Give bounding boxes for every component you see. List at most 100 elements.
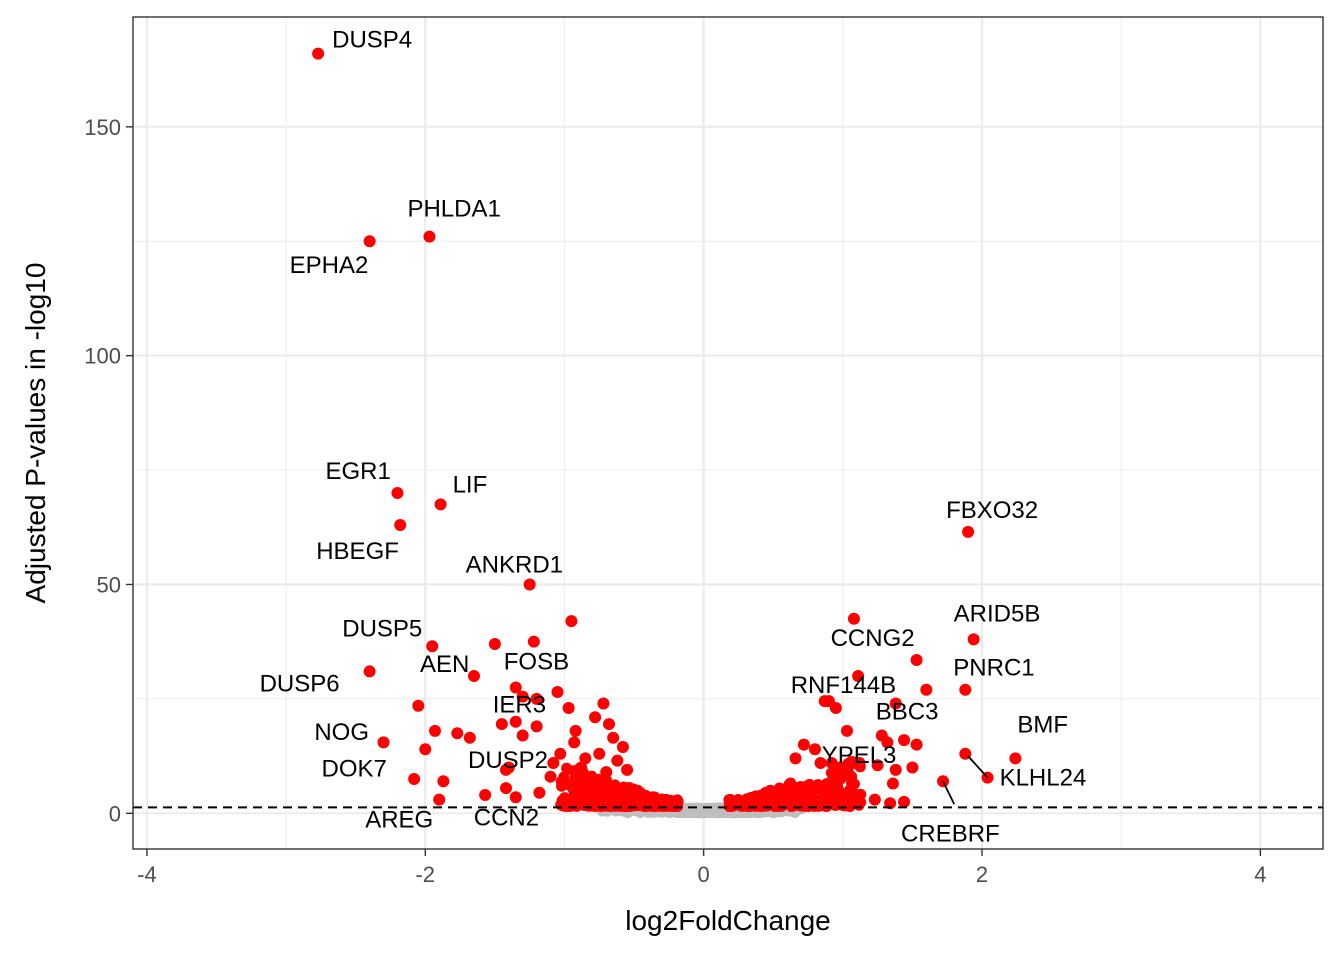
x-axis-title: log2FoldChange [625, 905, 831, 936]
gene-label: DOK7 [322, 755, 387, 782]
significant-point [821, 800, 833, 812]
significant-point [603, 718, 615, 731]
significant-point [898, 734, 911, 747]
labeled-gene-point [312, 47, 325, 60]
labeled-gene-point [467, 670, 480, 683]
significant-point [580, 799, 592, 811]
significant-point [621, 763, 634, 776]
significant-point [594, 787, 606, 799]
labeled-gene-point [377, 736, 390, 749]
significant-point [791, 797, 803, 809]
gene-label: CCN2 [474, 804, 539, 831]
significant-point [802, 779, 815, 792]
x-tick-label: 4 [1254, 862, 1266, 887]
significant-point [600, 766, 613, 779]
significant-point [886, 777, 899, 790]
labeled-gene-point [962, 525, 975, 538]
y-tick-label: 50 [97, 572, 121, 597]
significant-point [800, 800, 812, 812]
significant-point [561, 762, 573, 774]
labeled-gene-point [394, 518, 407, 531]
gene-label: DUSP6 [260, 670, 340, 697]
significant-point [611, 754, 624, 767]
significant-point [759, 786, 771, 798]
gene-label: EPHA2 [290, 252, 369, 279]
significant-points [312, 47, 1022, 812]
significant-point [593, 799, 605, 811]
significant-point [547, 756, 560, 769]
significant-point [889, 763, 902, 776]
significant-point [814, 756, 827, 769]
labeled-gene-point [426, 640, 439, 653]
significant-point [797, 738, 810, 751]
significant-point [530, 692, 543, 705]
significant-point [561, 793, 573, 805]
significant-point [408, 772, 421, 785]
significant-point [554, 747, 567, 760]
significant-point [845, 770, 858, 783]
significant-point [616, 740, 629, 753]
gene-label: AEN [420, 651, 469, 678]
y-tick-label: 0 [109, 801, 121, 826]
labeled-gene-point [967, 633, 980, 646]
labeled-gene-point [959, 683, 972, 696]
significant-point [437, 775, 450, 788]
x-tick-label: 0 [698, 862, 710, 887]
significant-point [495, 718, 508, 731]
gene-label: CREBRF [901, 820, 1000, 847]
labeled-gene-point [423, 230, 436, 243]
significant-point [569, 773, 581, 785]
gene-label: PNRC1 [953, 655, 1034, 682]
label-leader-line [942, 780, 955, 805]
significant-point [774, 782, 786, 794]
significant-point [509, 715, 522, 728]
significant-point [551, 686, 564, 699]
significant-point [463, 731, 476, 744]
gene-label: ANKRD1 [466, 551, 563, 578]
significant-point [850, 788, 863, 801]
x-axis: -4 -2 0 2 4 [137, 849, 1266, 887]
labeled-gene-point [825, 756, 838, 769]
significant-point [593, 747, 606, 760]
gene-label: CCNG2 [831, 625, 915, 652]
non-significant-point [687, 806, 698, 817]
labeled-gene-point [500, 763, 513, 776]
gene-label: NOG [314, 719, 369, 746]
labeled-gene-point [818, 695, 831, 708]
significant-point [569, 724, 582, 737]
minor-gridlines [133, 17, 1323, 849]
significant-point [648, 800, 660, 812]
significant-point [579, 752, 592, 765]
gene-label: FOSB [504, 648, 569, 675]
gene-label: DUSP2 [468, 747, 548, 774]
non-significant-point [705, 806, 716, 817]
significant-point [731, 796, 743, 808]
gene-label: PHLDA1 [407, 196, 500, 223]
significant-point [568, 736, 581, 749]
gene-label: AREG [365, 807, 433, 834]
significant-point [488, 637, 501, 650]
significant-point [527, 635, 540, 648]
significant-point [544, 770, 557, 783]
non-significant-point [695, 803, 706, 814]
labeled-gene-point [433, 793, 446, 806]
significant-point [596, 775, 608, 787]
label-leader-lines [942, 755, 989, 805]
x-tick-label: 2 [976, 862, 988, 887]
gene-label: ARID5B [954, 600, 1041, 627]
y-tick-label: 100 [84, 344, 121, 369]
significant-point [479, 788, 492, 801]
gene-label: LIF [453, 471, 488, 498]
gene-label: BBC3 [876, 699, 939, 726]
significant-point [841, 724, 853, 737]
significant-point [910, 738, 923, 751]
labeled-gene-point [363, 235, 376, 248]
significant-point [839, 800, 851, 812]
gene-label: RNF144B [791, 672, 896, 699]
x-tick-label: -2 [415, 862, 435, 887]
labeled-gene-point [391, 486, 404, 499]
y-axis: 0 50 100 150 [84, 115, 133, 826]
significant-point [558, 771, 570, 783]
labeled-gene-point [412, 699, 425, 712]
